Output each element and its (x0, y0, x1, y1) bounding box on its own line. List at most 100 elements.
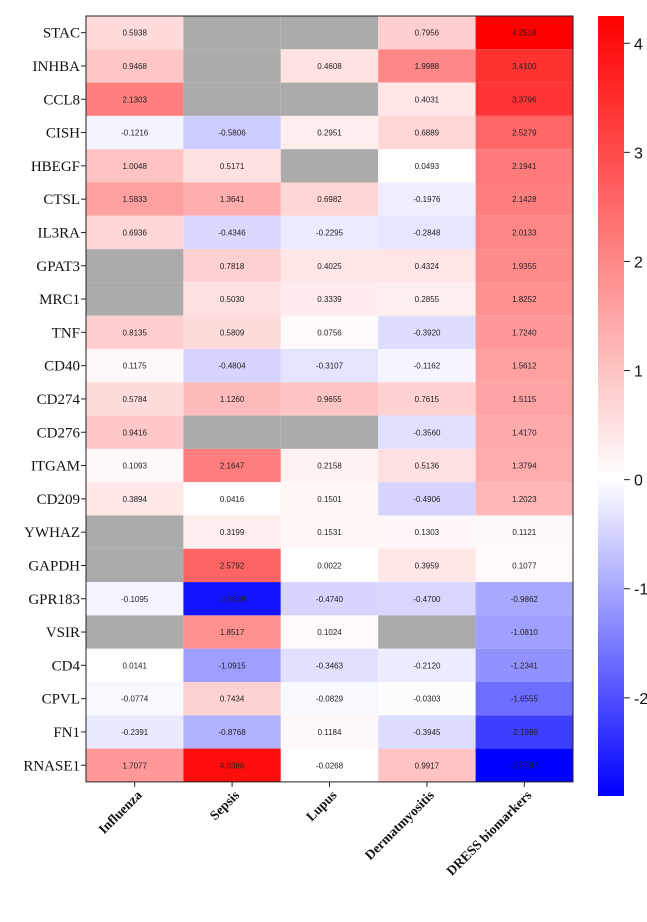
cell-value-label: 0.5938 (122, 29, 147, 38)
heatmap-cell-missing (183, 16, 281, 50)
heatmap-cell (86, 349, 184, 383)
heatmap-cell (378, 282, 476, 316)
colorbar-tick-label: 2 (634, 254, 643, 271)
heatmap-cell (86, 215, 184, 250)
heatmap-cell (378, 482, 476, 516)
cell-value-label: 2.0133 (512, 228, 537, 237)
heatmap-cell (280, 49, 379, 83)
heatmap-cell (183, 448, 281, 483)
cell-value-label: 0.1175 (123, 362, 147, 371)
heatmap-cell (86, 682, 184, 716)
cell-value-label: 0.5171 (220, 162, 245, 171)
heatmap-cell (86, 149, 184, 183)
heatmap-cell (475, 349, 573, 383)
cell-value-label: 2.5792 (220, 561, 245, 570)
heatmap-cell (183, 349, 281, 383)
heatmap-cell (280, 682, 379, 716)
heatmap-cell-missing (183, 49, 281, 83)
heatmap-cell (183, 315, 281, 349)
cell-value-label: -0.3463 (316, 661, 344, 670)
cell-value-label: -0.5806 (219, 129, 247, 138)
cell-value-label: 0.2855 (415, 295, 440, 304)
row-label: CD209 (37, 492, 80, 508)
heatmap-cell (475, 515, 573, 549)
row-label: YWHAZ (24, 525, 80, 541)
cell-value-label: 1.4170 (512, 428, 537, 437)
colorbar (598, 16, 624, 796)
cell-value-label: 0.4608 (317, 62, 342, 71)
heatmap-cell-missing (280, 149, 379, 183)
cell-value-label: 1.8252 (512, 295, 537, 304)
row-label: STAC (43, 26, 80, 42)
row-label: CD40 (44, 359, 80, 375)
cell-value-label: 0.0756 (317, 328, 342, 337)
column-label: Influenza (95, 787, 145, 837)
cell-value-label: 1.1260 (220, 395, 245, 404)
heatmap-cell (183, 249, 281, 283)
heatmap-cell (378, 415, 476, 449)
heatmap-cell (86, 582, 184, 616)
heatmap-cell (475, 115, 573, 150)
row-label: CPVL (42, 692, 80, 708)
cell-value-label: 1.3794 (512, 462, 537, 471)
heatmap-cell-missing (378, 615, 476, 649)
cell-value-label: -1.0810 (511, 628, 539, 637)
cell-value-label: 2.1941 (512, 162, 537, 171)
heatmap-cell (86, 16, 184, 50)
heatmap-cell (183, 149, 281, 183)
cell-value-label: 0.1121 (512, 528, 536, 537)
colorbar-tick-label: -1 (634, 582, 647, 599)
heatmap-cell (378, 448, 476, 483)
cell-value-label: 0.0493 (415, 162, 440, 171)
heatmap-cell (378, 315, 476, 349)
heatmap-cell (475, 149, 573, 183)
cell-value-label: -0.1162 (414, 362, 441, 371)
cell-value-label: 4.2518 (512, 29, 537, 38)
heatmap-cell (378, 715, 476, 749)
heatmap-cell-missing (86, 548, 184, 583)
cell-value-label: 0.4025 (317, 262, 342, 271)
row-label: GPR183 (28, 592, 80, 608)
cell-value-label: 0.4324 (415, 262, 440, 271)
cell-value-label: 1.3641 (220, 195, 245, 204)
cell-value-label: 0.7434 (220, 695, 245, 704)
row-label: CCL8 (43, 92, 80, 108)
cell-value-label: 0.2158 (317, 462, 342, 471)
heatmap-cell (378, 49, 476, 83)
cell-value-label: 0.3959 (415, 561, 440, 570)
cell-value-label: 0.1531 (317, 528, 342, 537)
heatmap-cell-missing (86, 615, 184, 649)
row-label: GPAT3 (36, 259, 80, 275)
cell-value-label: 1.7077 (122, 761, 147, 770)
heatmap-cell (280, 349, 379, 383)
cell-value-label: -0.4804 (219, 362, 247, 371)
cell-value-label: 4.0386 (220, 761, 245, 770)
heatmap-cell (280, 582, 379, 616)
heatmap-cell (475, 215, 573, 250)
row-label: VSIR (46, 625, 80, 641)
cell-value-label: 2.1303 (122, 95, 147, 104)
cell-value-label: 0.5030 (220, 295, 245, 304)
heatmap-cell (86, 415, 184, 449)
cell-value-label: 0.1184 (318, 728, 342, 737)
heatmap-cell (475, 415, 573, 449)
heatmap-cell (475, 182, 573, 216)
heatmap-cell (86, 115, 184, 150)
heatmap-cell (280, 382, 379, 416)
row-label: CD4 (52, 658, 81, 674)
row-label: CD276 (37, 425, 81, 441)
heatmap-cell (475, 615, 573, 649)
row-label: IL3RA (38, 225, 81, 241)
heatmap-cell (378, 82, 476, 116)
heatmap-cell (280, 249, 379, 283)
heatmap-cell (475, 582, 573, 616)
heatmap-cell (280, 315, 379, 349)
heatmap-cell (378, 16, 476, 50)
cell-value-label: -0.2391 (121, 728, 149, 737)
heatmap-cell (280, 515, 379, 549)
heatmap-cell (378, 115, 476, 150)
cell-value-label: 0.9655 (317, 395, 342, 404)
heatmap-cell-missing (183, 415, 281, 449)
heatmap-cell (475, 748, 573, 782)
